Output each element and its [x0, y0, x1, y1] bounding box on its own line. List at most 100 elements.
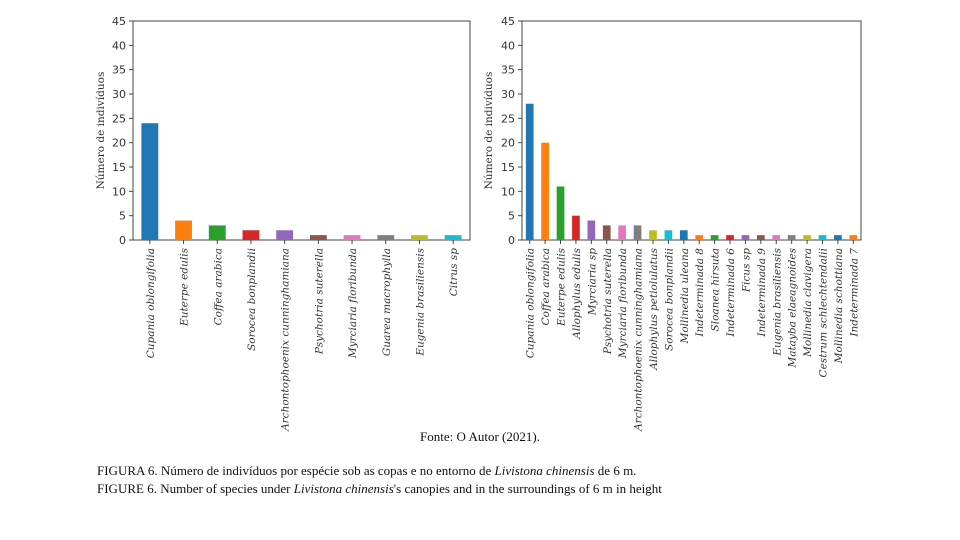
figure-caption-en: FIGURE 6. Number of species under Livist… — [97, 480, 662, 498]
bar — [803, 235, 811, 240]
caption-en-text: FIGURE 6. Number of species under — [97, 481, 294, 496]
bar — [309, 235, 327, 240]
y-tick-label: 5 — [508, 210, 515, 223]
caption-pt-end: de 6 m. — [594, 463, 637, 478]
y-tick-label: 45 — [501, 15, 515, 28]
x-tick-label: Mollinedia schottiana — [833, 248, 845, 364]
x-tick-label: Euterpe edulis — [556, 247, 568, 327]
y-tick-label: 15 — [112, 161, 126, 174]
y-tick-label: 30 — [112, 88, 126, 101]
x-tick-label: Sorocea bonplandii — [663, 248, 675, 351]
y-tick-label: 0 — [119, 234, 126, 247]
y-tick-label: 35 — [112, 64, 126, 77]
x-tick-label: Myrciaria sp — [586, 248, 598, 317]
bar — [633, 225, 642, 240]
x-tick-label: Indeterminada 6 — [725, 248, 737, 338]
x-tick-label: Allophylus edulis — [571, 247, 583, 339]
bar — [664, 230, 673, 240]
y-tick-label: 20 — [501, 137, 515, 150]
source-note: Fonte: O Autor (2021). — [420, 429, 540, 444]
y-tick-label: 25 — [112, 112, 126, 125]
x-tick-label: Cupania oblongifolia — [525, 248, 537, 358]
figure-caption-pt: FIGURA 6. Número de indivíduos por espéc… — [97, 462, 636, 480]
bar — [787, 235, 796, 240]
x-tick-label: Eugenia brasiliensis — [414, 247, 426, 356]
x-tick-label: Sloanea hirsuta — [710, 248, 722, 331]
bar — [242, 230, 260, 240]
x-tick-label: Citrus sp — [448, 248, 460, 297]
y-tick-label: 0 — [508, 234, 515, 247]
chart-right: 0 5 10 15 20 25 30 35 40 45 Número de indivíduos Cu… — [483, 15, 862, 432]
x-tick-label: Sorocea bonplandii — [246, 248, 258, 351]
x-tick-label: Coffea arabica — [212, 248, 224, 325]
x-tick-label: Indeterminada 8 — [694, 248, 706, 338]
y-tick-label: 15 — [501, 161, 515, 174]
bar — [175, 220, 192, 240]
y-tick-label: 20 — [112, 137, 126, 150]
bar — [276, 230, 294, 240]
y-tick-label: 10 — [501, 185, 515, 198]
bar — [587, 220, 596, 240]
x-tick-label: Psychotria suterella — [602, 248, 614, 355]
chart-left: 0 5 10 15 20 25 30 35 40 45 Número de indivíduos Cu… — [95, 15, 471, 432]
bar — [772, 235, 781, 240]
x-tick-label: Cestrum schlechtendalii — [817, 248, 829, 377]
x-tick-label: Allophylus petiolulatus — [648, 247, 660, 370]
x-tick-label: Myrciaria floribunda — [347, 248, 359, 359]
x-tick-label: Eugenia brasiliensis — [771, 247, 783, 356]
bar — [834, 235, 842, 240]
caption-pt-species: Livistona chinensis — [494, 463, 595, 478]
x-tick-label: Guarea macrophylla — [381, 248, 393, 356]
caption-en-end: 's canopies and in the surroundings of 6… — [393, 481, 662, 496]
bar — [710, 235, 719, 240]
x-tick-label: Cupania oblongifolia — [145, 248, 157, 358]
bar — [726, 235, 734, 240]
x-tick-label: Psychotria suterella — [313, 248, 325, 355]
y-tick-label: 40 — [112, 39, 126, 52]
bar — [849, 235, 858, 240]
bar — [411, 235, 428, 240]
plot-frame — [132, 20, 471, 241]
x-tick-label: Mollinedia uleana — [679, 248, 691, 344]
bar — [679, 230, 688, 240]
y-tick-label: 10 — [112, 185, 126, 198]
caption-en-species: Livistona chinensis — [293, 481, 394, 496]
x-tick-label: Indeterminada 9 — [756, 248, 768, 338]
y-tick-label: 25 — [501, 112, 515, 125]
x-tick-label: Archontophoenix cunninghamiana — [633, 248, 645, 432]
y-tick-label: 45 — [112, 15, 126, 28]
x-tick-label: Coffea arabica — [540, 248, 552, 325]
bar — [649, 230, 657, 240]
bar — [695, 235, 704, 240]
bar — [602, 225, 611, 240]
bar — [444, 235, 462, 240]
caption-pt-text: FIGURA 6. Número de indivíduos por espéc… — [97, 463, 495, 478]
x-tick-label: Matayba elaeagnoides — [787, 247, 799, 368]
bar — [208, 225, 226, 240]
x-tick-label: Mollinedia clavigera — [802, 248, 814, 358]
bar — [556, 186, 565, 240]
x-tick-label: Myrciaria floribunda — [617, 248, 629, 359]
bar — [541, 142, 549, 240]
bar — [818, 235, 827, 240]
x-tick-label: Ficus sp — [740, 248, 752, 293]
y-tick-label: 30 — [501, 88, 515, 101]
bar — [343, 235, 361, 240]
plot-frame — [521, 20, 862, 241]
bar — [141, 123, 159, 240]
y-tick-label: 40 — [501, 39, 515, 52]
y-tick-label: 35 — [501, 64, 515, 77]
x-tick-label: Indeterminada 7 — [848, 248, 860, 338]
bar — [741, 235, 750, 240]
y-axis-label: Número de indivíduos — [95, 72, 107, 190]
bar — [572, 215, 580, 240]
bar — [525, 103, 534, 240]
y-axis-label: Número de indivíduos — [483, 72, 495, 190]
y-tick-label: 5 — [119, 210, 126, 223]
bar — [618, 225, 627, 240]
x-tick-label: Euterpe edulis — [179, 247, 191, 327]
bar — [756, 235, 765, 240]
x-tick-label: Archontophoenix cunninghamiana — [280, 248, 292, 432]
bar — [377, 235, 395, 240]
